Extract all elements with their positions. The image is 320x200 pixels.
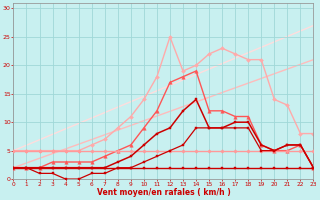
X-axis label: Vent moyen/en rafales ( km/h ): Vent moyen/en rafales ( km/h ): [97, 188, 230, 197]
